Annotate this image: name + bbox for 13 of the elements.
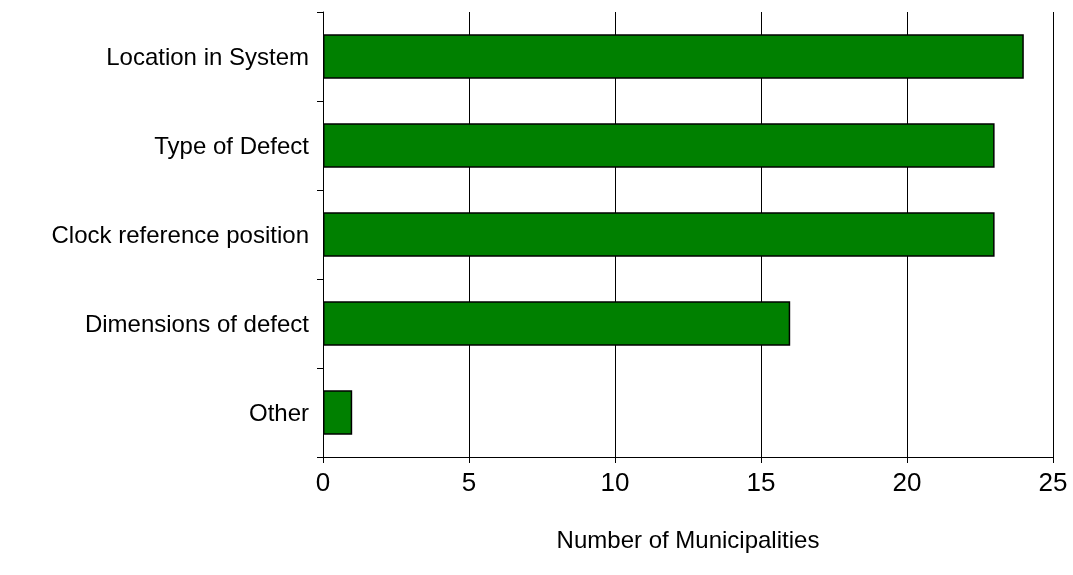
- x-tick-label: 20: [892, 467, 922, 497]
- x-tick-label: 15: [746, 467, 776, 497]
- bar: [323, 390, 353, 435]
- y-tick-label: Location in System: [106, 43, 309, 70]
- y-tick-label: Dimensions of defect: [84, 310, 310, 337]
- x-tick-label: 25: [1038, 467, 1068, 497]
- x-tick-label: 0: [315, 467, 331, 497]
- x-tick-label: 10: [600, 467, 630, 497]
- y-tick-label: Other: [248, 399, 309, 426]
- y-tick-label: Type of Defect: [154, 132, 310, 159]
- x-axis-title: Number of Municipalities: [556, 525, 820, 553]
- y-tick-label: Clock reference position: [51, 221, 309, 248]
- x-tick-label: 5: [461, 467, 477, 497]
